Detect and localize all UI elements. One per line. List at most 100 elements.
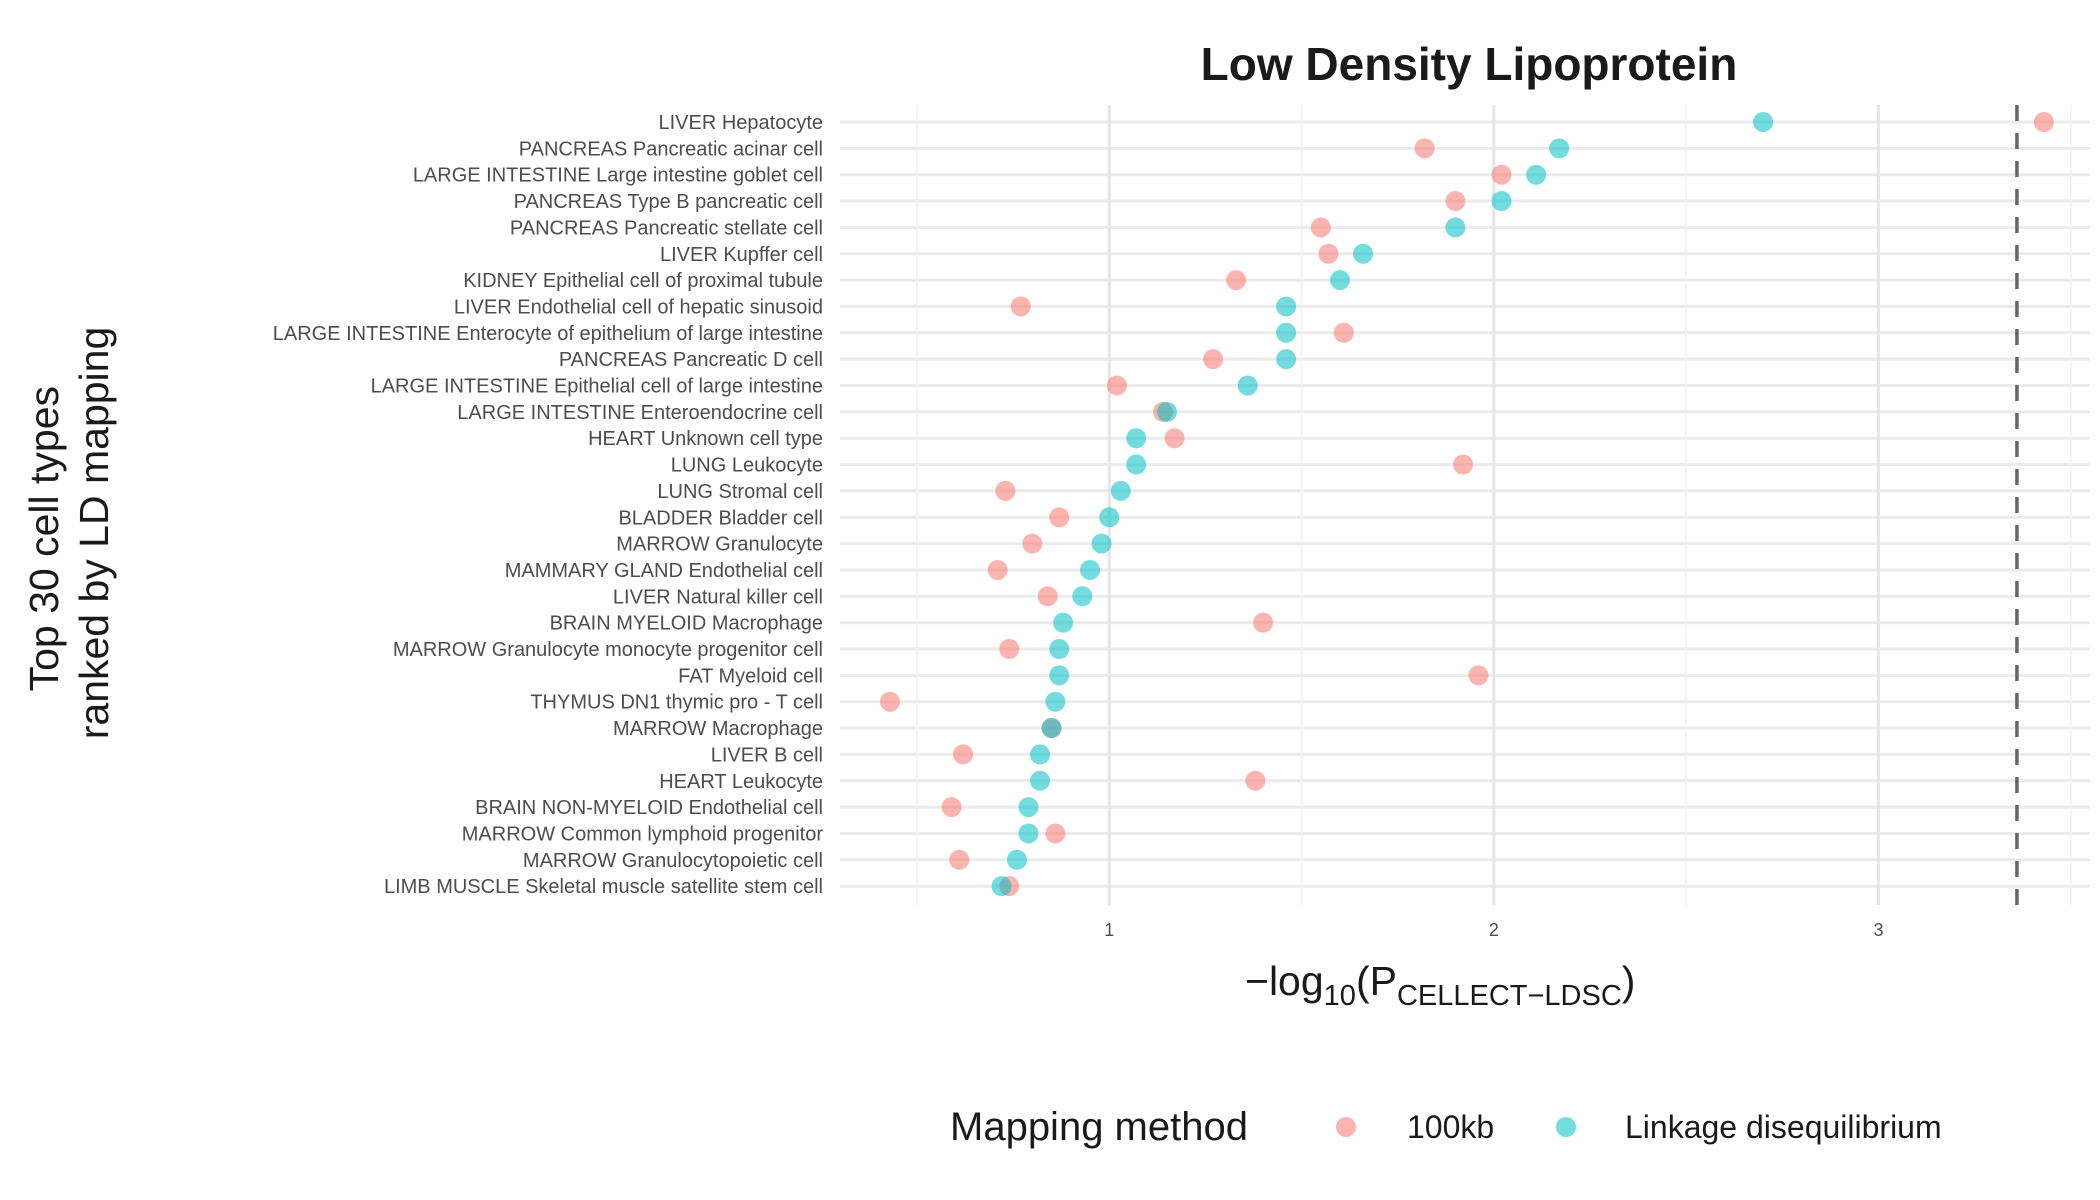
data-point (999, 639, 1020, 659)
category-label: MAMMARY GLAND Endothelial cell (505, 560, 823, 582)
category-label: HEART Leukocyte (659, 771, 823, 793)
series-linkage-disequilibrium (991, 112, 1774, 897)
category-label: LIVER Kupffer cell (660, 244, 823, 266)
category-label: LIVER Natural killer cell (613, 586, 823, 608)
x-axis-title-subscript-method: CELLECT−LDSC (1397, 980, 1622, 1012)
data-point (1030, 770, 1050, 791)
y-axis-title-line-2: ranked by LD mapping (71, 327, 117, 740)
data-point (1126, 454, 1147, 475)
category-label: MARROW Common lymphoid progenitor (462, 823, 824, 845)
legend-title: Mapping method (950, 1105, 1248, 1149)
category-label: PANCREAS Type B pancreatic cell (514, 191, 823, 213)
data-point (1453, 454, 1474, 475)
data-point (1072, 586, 1093, 607)
data-point (1276, 296, 1297, 317)
data-point (1276, 322, 1297, 343)
category-label: KIDNEY Epithelial cell of proximal tubul… (463, 270, 823, 292)
x-tick-label: 1 (1104, 920, 1114, 940)
category-label: LUNG Stromal cell (657, 481, 823, 503)
data-point (880, 691, 900, 712)
category-label: MARROW Granulocyte monocyte progenitor c… (393, 639, 823, 661)
data-point (1253, 612, 1274, 633)
category-label: MARROW Macrophage (613, 718, 823, 740)
x-tick-labels: 1 2 3 (1104, 920, 1883, 940)
data-point (1491, 164, 1512, 185)
data-point (1022, 533, 1043, 554)
data-point (1091, 533, 1112, 554)
data-point (1445, 217, 1466, 238)
legend-label-100kb: 100kb (1407, 1109, 1494, 1145)
x-axis-title-subscript-base: 10 (1324, 980, 1356, 1012)
category-label: LARGE INTESTINE Epithelial cell of large… (371, 376, 823, 398)
data-points (880, 112, 2054, 897)
data-point (1049, 665, 1070, 686)
data-point (949, 849, 970, 870)
category-label: LARGE INTESTINE Large intestine goblet c… (413, 165, 823, 187)
category-label: LIMB MUSCLE Skeletal muscle satellite st… (384, 876, 823, 898)
data-point (1110, 480, 1131, 501)
category-label: LIVER B cell (711, 744, 823, 766)
data-point (1245, 770, 1266, 791)
category-label: PANCREAS Pancreatic stellate cell (510, 217, 823, 239)
data-point (1310, 217, 1331, 238)
data-point (1041, 718, 1062, 739)
category-label: MARROW Granulocyte (616, 534, 823, 556)
data-point (1126, 428, 1147, 449)
data-point (1330, 270, 1350, 291)
data-point (1333, 322, 1354, 343)
y-axis-title-line-1: Top 30 cell types (21, 386, 67, 691)
data-point (2033, 112, 2054, 132)
data-point (1099, 507, 1120, 528)
category-label: LIVER Endothelial cell of hepatic sinuso… (454, 296, 823, 318)
data-point (1318, 243, 1339, 264)
category-label: MARROW Granulocytopoietic cell (523, 850, 823, 872)
category-label: LARGE INTESTINE Enteroendocrine cell (457, 402, 823, 424)
data-point (1049, 639, 1070, 659)
data-point (1053, 612, 1074, 633)
legend-label-linkage-disequilibrium: Linkage disequilibrium (1625, 1109, 1942, 1145)
data-point (1018, 797, 1039, 818)
data-point (1006, 849, 1027, 870)
data-point (1549, 138, 1570, 159)
x-tick-label: 2 (1489, 920, 1499, 940)
data-point (991, 876, 1012, 897)
data-point (1491, 191, 1512, 212)
category-label: LARGE INTESTINE Enterocyte of epithelium… (273, 323, 823, 345)
category-label: LUNG Leukocyte (671, 455, 823, 477)
data-point (1468, 665, 1489, 686)
series-100kb (880, 112, 2054, 897)
data-point (1049, 507, 1070, 528)
y-axis-title: Top 30 cell types ranked by LD mapping (21, 327, 117, 740)
legend-key-100kb (1336, 1117, 1356, 1137)
x-axis-title-paren: (P (1356, 958, 1397, 1004)
data-point (1353, 243, 1374, 264)
data-point (1445, 191, 1466, 212)
data-point (1037, 586, 1058, 607)
category-label: BRAIN NON-MYELOID Endothelial cell (475, 797, 823, 819)
category-label: THYMUS DN1 thymic pro - T cell (530, 692, 823, 714)
data-point (1203, 349, 1224, 370)
data-point (1080, 559, 1100, 580)
data-point (1156, 401, 1177, 422)
data-point (1045, 823, 1066, 844)
category-label: LIVER Hepatocyte (658, 112, 823, 134)
category-labels: LIVER Hepatocyte PANCREAS Pancreatic acin… (273, 112, 824, 898)
data-point (1526, 164, 1547, 185)
data-point (1045, 691, 1066, 712)
category-label: PANCREAS Pancreatic acinar cell (519, 138, 823, 160)
data-point (941, 797, 962, 818)
x-axis-title: −log10(PCELLECT−LDSC) (1245, 958, 1635, 1012)
category-label: PANCREAS Pancreatic D cell (559, 349, 823, 371)
data-point (953, 744, 974, 765)
data-point (1414, 138, 1435, 159)
x-axis-title-close-paren: ) (1622, 958, 1636, 1004)
category-label: HEART Unknown cell type (588, 428, 823, 450)
data-point (1237, 375, 1258, 396)
data-point (1753, 112, 1774, 132)
x-axis-title-prefix: −log (1245, 958, 1324, 1004)
data-point (1226, 270, 1247, 291)
x-tick-label: 3 (1873, 920, 1883, 940)
data-point (1276, 349, 1297, 370)
data-point (1010, 296, 1031, 317)
